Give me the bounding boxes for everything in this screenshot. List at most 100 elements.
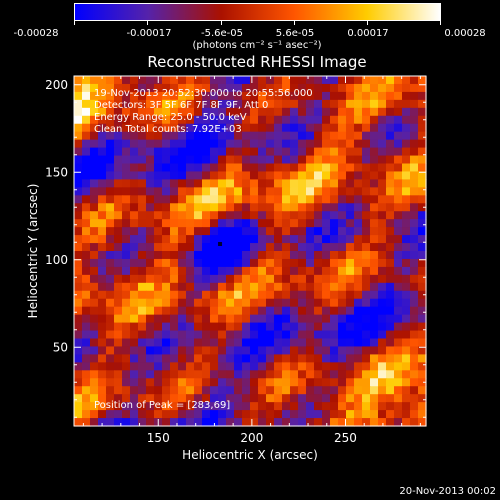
heatmap-cell [122, 115, 131, 125]
heatmap-cell [274, 187, 283, 196]
heatmap-cell [138, 187, 147, 196]
heatmap-cell [370, 418, 379, 427]
heatmap-cell [250, 386, 259, 395]
heatmap-cell [162, 219, 171, 228]
heatmap-cell [314, 338, 323, 348]
heatmap-cell [282, 155, 291, 165]
heatmap-cell [362, 91, 371, 101]
heatmap-cell [362, 370, 371, 379]
heatmap-cell [90, 179, 99, 188]
heatmap-cell [130, 147, 139, 157]
heatmap-cell [114, 123, 123, 133]
heatmap-cell [90, 115, 99, 125]
heatmap-cell [394, 274, 403, 284]
heatmap-cell [122, 219, 131, 228]
heatmap-cell [370, 330, 379, 340]
heatmap-cell [170, 362, 179, 371]
heatmap-cell [346, 115, 355, 125]
colorbar-tick [74, 20, 75, 25]
heatmap-cell [242, 322, 251, 332]
heatmap-cell [282, 322, 291, 332]
heatmap-cell [114, 171, 123, 180]
heatmap-cell [218, 243, 227, 252]
heatmap-cell [386, 91, 395, 101]
heatmap-cell [234, 251, 243, 260]
heatmap-cell [410, 195, 419, 204]
heatmap-cell [290, 378, 299, 387]
heatmap-cell [258, 91, 267, 101]
heatmap-cell [354, 258, 363, 268]
heatmap-cell [266, 306, 275, 316]
heatmap-cell [322, 274, 331, 284]
heatmap-cell [82, 195, 91, 204]
heatmap-cell [266, 330, 275, 340]
heatmap-cell [98, 362, 107, 371]
heatmap-cell [178, 235, 187, 244]
heatmap-cell [370, 211, 379, 220]
heatmap-cell [258, 227, 267, 236]
heatmap-cell [202, 274, 211, 284]
heatmap-cell [146, 418, 155, 427]
heatmap-cell [386, 115, 395, 125]
heatmap-cell [346, 266, 355, 276]
heatmap-cell [226, 386, 235, 395]
heatmap-cell [234, 306, 243, 316]
heatmap-cell [354, 179, 363, 188]
heatmap-cell [170, 211, 179, 220]
heatmap-cell [402, 195, 411, 204]
heatmap-cell [194, 155, 203, 165]
heatmap-cell [154, 274, 163, 284]
heatmap-cell [322, 314, 331, 324]
heatmap-cell [154, 282, 163, 292]
heatmap-cell [106, 235, 115, 244]
heatmap-cell [402, 322, 411, 332]
heatmap-cell [282, 418, 291, 427]
heatmap-cell [314, 402, 323, 411]
heatmap-cell [298, 306, 307, 316]
heatmap-cell [186, 155, 195, 165]
heatmap-cell [250, 227, 259, 236]
heatmap-cell [330, 251, 339, 260]
heatmap-cell [138, 139, 147, 149]
heatmap-cell [298, 107, 307, 117]
heatmap-cell [394, 187, 403, 196]
heatmap-cell [410, 378, 419, 387]
heatmap-cell [186, 91, 195, 101]
heatmap-cell [354, 227, 363, 236]
heatmap-cell [98, 219, 107, 228]
heatmap-cell [386, 346, 395, 355]
heatmap-cell [402, 115, 411, 125]
heatmap-cell [410, 131, 419, 141]
heatmap-cell [258, 258, 267, 268]
heatmap-cell [418, 91, 427, 101]
heatmap-cell [138, 219, 147, 228]
heatmap-cell [402, 274, 411, 284]
heatmap-cell [418, 354, 427, 363]
heatmap-cell [98, 243, 107, 252]
heatmap-cell [250, 147, 259, 157]
colorbar-tick [294, 20, 295, 25]
heatmap-cell [370, 83, 379, 93]
heatmap-cell [306, 378, 315, 387]
heatmap-cell [194, 338, 203, 348]
heatmap-cell [330, 282, 339, 292]
heatmap-cell [122, 418, 131, 427]
heatmap-cell [106, 227, 115, 236]
heatmap-cell [210, 99, 219, 109]
heatmap-cell [322, 418, 331, 427]
heatmap-cell [282, 258, 291, 268]
heatmap-cell [202, 322, 211, 332]
heatmap-cell [338, 266, 347, 276]
heatmap-cell [130, 171, 139, 180]
heatmap-cell [314, 370, 323, 379]
heatmap-cell [258, 76, 267, 85]
heatmap-cell [162, 155, 171, 165]
heatmap-cell [378, 266, 387, 276]
heatmap-cell [394, 402, 403, 411]
heatmap-cell [394, 418, 403, 427]
heatmap-cell [306, 290, 315, 300]
heatmap-cell [218, 227, 227, 236]
heatmap-cell [226, 354, 235, 363]
heatmap-cell [274, 211, 283, 220]
heatmap-cell [314, 179, 323, 188]
